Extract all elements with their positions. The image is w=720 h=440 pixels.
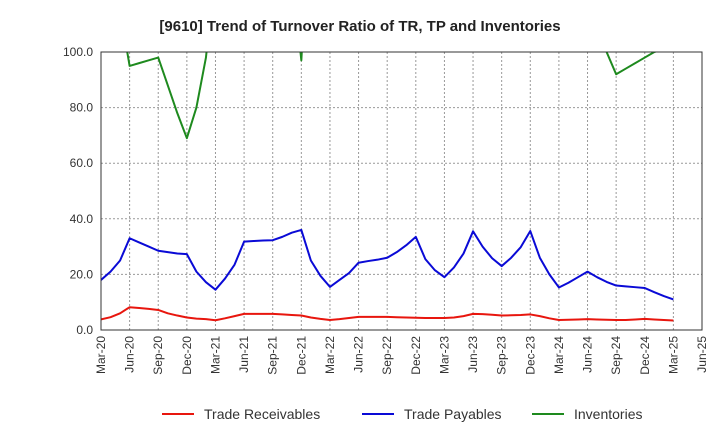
legend-label: Trade Payables xyxy=(404,406,502,422)
x-tick-label: Mar-22 xyxy=(323,336,337,374)
series-line-2 xyxy=(126,52,658,140)
x-tick-label: Sep-24 xyxy=(609,336,623,375)
y-tick-label: 40.0 xyxy=(70,212,94,226)
x-tick-label: Dec-22 xyxy=(409,336,423,375)
y-axis: 0.0 20.0 40.0 60.0 80.0 100.0 xyxy=(63,45,93,337)
x-tick-label: Jun-25 xyxy=(695,336,709,373)
legend: Trade Receivables Trade Payables Inventori… xyxy=(162,406,642,422)
x-tick-label: Sep-21 xyxy=(266,336,280,375)
x-tick-label: Sep-23 xyxy=(495,336,509,375)
x-tick-label: Jun-20 xyxy=(123,336,137,373)
y-tick-label: 60.0 xyxy=(70,156,94,170)
x-tick-label: Dec-21 xyxy=(294,336,308,375)
x-tick-label: Dec-23 xyxy=(523,336,537,375)
x-tick-label: Sep-22 xyxy=(380,336,394,375)
legend-label: Inventories xyxy=(574,406,642,422)
x-tick-label: Jun-21 xyxy=(237,336,251,373)
x-tick-label: Mar-24 xyxy=(552,336,566,374)
x-axis: Mar-20 Jun-20 Sep-20 Dec-20 Mar-21 Jun-21 Sep-… xyxy=(94,336,709,375)
grid xyxy=(101,52,702,330)
x-tick-label: Mar-25 xyxy=(666,336,680,374)
x-tick-label: Mar-23 xyxy=(437,336,451,374)
chart-title: [9610] Trend of Turnover Ratio of TR, TP… xyxy=(159,18,560,35)
y-tick-label: 100.0 xyxy=(63,45,93,59)
y-tick-label: 20.0 xyxy=(70,267,94,281)
x-tick-label: Jun-23 xyxy=(466,336,480,373)
y-tick-label: 80.0 xyxy=(70,101,94,115)
y-tick-label: 0.0 xyxy=(76,323,93,337)
x-tick-label: Sep-20 xyxy=(151,336,165,375)
series-line-0 xyxy=(101,306,674,322)
x-tick-label: Jun-22 xyxy=(352,336,366,373)
x-tick-label: Dec-20 xyxy=(180,336,194,375)
x-tick-label: Jun-24 xyxy=(581,336,595,373)
x-tick-label: Dec-24 xyxy=(638,336,652,375)
plot-frame xyxy=(100,51,703,331)
legend-label: Trade Receivables xyxy=(204,406,320,422)
x-tick-label: Mar-21 xyxy=(208,336,222,374)
series-group xyxy=(101,52,674,322)
x-tick-label: Mar-20 xyxy=(94,336,108,374)
series-line-1 xyxy=(101,228,674,301)
